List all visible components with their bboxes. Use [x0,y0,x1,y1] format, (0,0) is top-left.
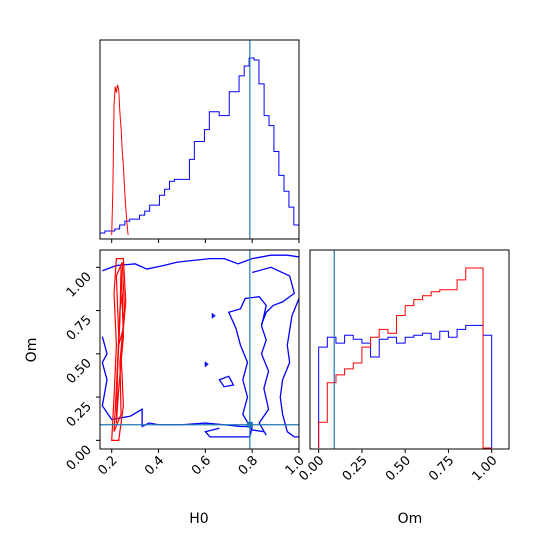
contour-ytick-label-0: 0.00 [64,443,95,474]
om-histogram-panel: 0.00 0.25 0.50 0.75 1.00 [296,249,510,484]
h0-om-contour-panel: 0.2 0.4 0.6 0.8 1.00.000.250.500.751.00 [64,249,308,478]
contour-blue-2 [227,296,270,436]
y-axis-label-om: Om [24,338,40,363]
contour-blue-4 [279,298,300,438]
contour-truth-marker [246,421,253,428]
contour-xtick-label-0: 0.2 [95,453,120,478]
contour-blue-island-1 [218,375,235,388]
om-histogram-blue [318,324,493,448]
contour-red-0 [111,258,127,441]
contour-blue-0 [102,254,300,272]
contour-ytick-label-1: 0.25 [64,399,95,430]
contour-ytick-label-2: 0.50 [64,356,95,387]
contour-frame [99,249,300,450]
om-xtick-label-3: 0.75 [426,453,457,484]
contour-blue-1 [101,336,253,438]
h0-histogram-blue [99,57,300,235]
contour-blue-island-2 [204,361,209,368]
om-histogram-red [318,267,492,449]
om-histogram-frame [309,249,510,450]
h0-histogram-panel [99,39,300,243]
contour-blue-3 [252,266,296,325]
om-xtick-label-1: 0.25 [340,453,371,484]
contour-red-3 [118,293,125,346]
contour-xtick-label-1: 0.4 [142,453,167,478]
contour-ytick-label-4: 1.00 [64,270,95,301]
x-axis-label-om: Om [398,511,423,527]
contour-blue-island-3 [211,312,216,319]
contour-ytick-label-3: 0.75 [64,313,95,344]
om-xtick-label-4: 1.00 [469,453,500,484]
om-xtick-label-2: 0.50 [383,453,414,484]
contour-xtick-label-3: 0.8 [236,453,261,478]
x-axis-label-h0: H0 [189,511,208,527]
h0-histogram-red [111,84,129,236]
contour-xtick-label-2: 0.6 [189,453,214,478]
contour-red-2 [115,267,125,424]
h0-histogram-frame [99,39,300,240]
